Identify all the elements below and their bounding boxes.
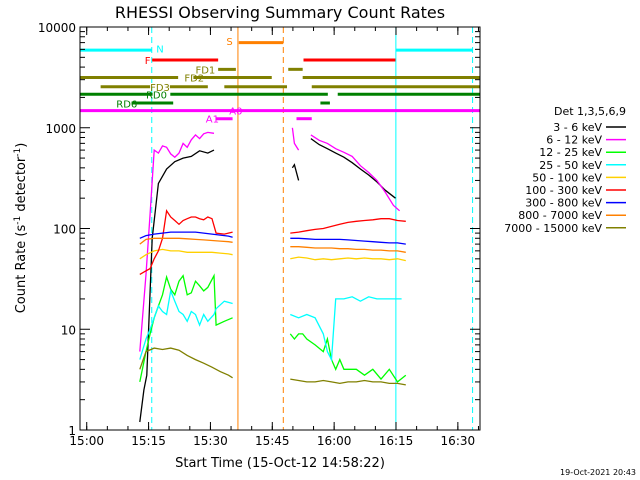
- series-line-2-segment-1: [289, 333, 407, 383]
- flag-label-5: FD3: [150, 83, 170, 94]
- series-line-5-segment-0: [139, 209, 233, 275]
- series-line-1-segment-0: [139, 131, 215, 352]
- legend-label-2: 12 - 25 keV: [539, 146, 602, 159]
- series-line-3-segment-1: [290, 296, 402, 362]
- x-tick-label-2: 15:30: [193, 434, 228, 448]
- x-axis-label: Start Time (15-Oct-12 14:58:22): [175, 456, 385, 471]
- series-line-8-segment-1: [290, 378, 406, 386]
- generation-timestamp: 19-Oct-2021 20:43: [560, 468, 636, 477]
- series-line-0-segment-1: [291, 163, 300, 181]
- x-tick-label-4: 16:00: [317, 434, 352, 448]
- chart-title: RHESSI Observing Summary Count Rates: [115, 3, 445, 22]
- series-line-7-segment-1: [290, 246, 406, 253]
- y-axis-label-exp-2: -1: [13, 148, 23, 157]
- y-tick-label-3: 1000: [45, 122, 76, 136]
- series-line-8-segment-0: [139, 347, 233, 379]
- legend-label-1: 6 - 12 keV: [546, 134, 602, 147]
- flag-label-8: A0: [229, 107, 242, 118]
- y-axis-label-part-2: detector: [14, 156, 29, 216]
- flag-label-2: F: [145, 56, 151, 67]
- legend-title: Det 1,3,5,6,9: [554, 105, 626, 118]
- legend-label-4: 50 - 100 keV: [532, 171, 602, 184]
- legend-label-5: 100 - 300 keV: [525, 184, 602, 197]
- y-axis-label: Count Rate (s-1 detector-1): [13, 143, 29, 314]
- series-line-3-segment-0: [139, 288, 233, 360]
- y-axis-label-part-1: Count Rate (s: [14, 225, 29, 314]
- x-tick-label-5: 16:15: [379, 434, 414, 448]
- flag-label-7: RD6: [116, 99, 137, 110]
- legend-label-6: 300 - 800 keV: [525, 197, 602, 210]
- flag-label-0: N: [156, 45, 163, 56]
- legend-label-3: 25 - 50 keV: [539, 159, 602, 172]
- axes: 15:00 15:15 15:30 15:45 16:00 16:15 16:30 1 10 10…: [38, 21, 480, 448]
- series-line-1-segment-1: [291, 127, 300, 151]
- x-tick-label-6: 16:30: [441, 434, 476, 448]
- x-tick-label-3: 15:45: [255, 434, 290, 448]
- series-line-0-segment-0: [139, 149, 215, 423]
- flag-label-3: FD1: [195, 65, 215, 76]
- series-line-7-segment-0: [139, 237, 233, 245]
- series-line-1-segment-2: [310, 134, 401, 212]
- legend-label-8: 7000 - 15000 keV: [504, 222, 602, 235]
- series-line-6-segment-1: [290, 237, 406, 245]
- legend-label-0: 3 - 6 keV: [553, 121, 602, 134]
- series-line-6-segment-0: [139, 231, 233, 239]
- series-line-4-segment-0: [139, 248, 233, 260]
- y-axis-label-exp-1: -1: [13, 216, 23, 225]
- series-lines: [139, 127, 407, 423]
- flag-label-9: A1: [206, 115, 219, 126]
- flag-label-4: FD2: [184, 74, 204, 85]
- y-tick-label-4: 10000: [38, 21, 76, 35]
- y-axis-label-part-3: ): [14, 143, 29, 148]
- y-tick-label-1: 10: [61, 323, 76, 337]
- y-tick-label-2: 100: [53, 223, 76, 237]
- legend-label-7: 800 - 7000 keV: [518, 209, 602, 222]
- series-line-5-segment-1: [290, 218, 406, 234]
- series-line-4-segment-1: [290, 256, 406, 262]
- y-tick-label-0: 1: [68, 424, 76, 438]
- flag-label-1: S: [226, 37, 232, 48]
- x-tick-label-1: 15:15: [131, 434, 166, 448]
- x-tick-label-0: 15:00: [69, 434, 104, 448]
- flag-label-6: RD0: [146, 90, 167, 101]
